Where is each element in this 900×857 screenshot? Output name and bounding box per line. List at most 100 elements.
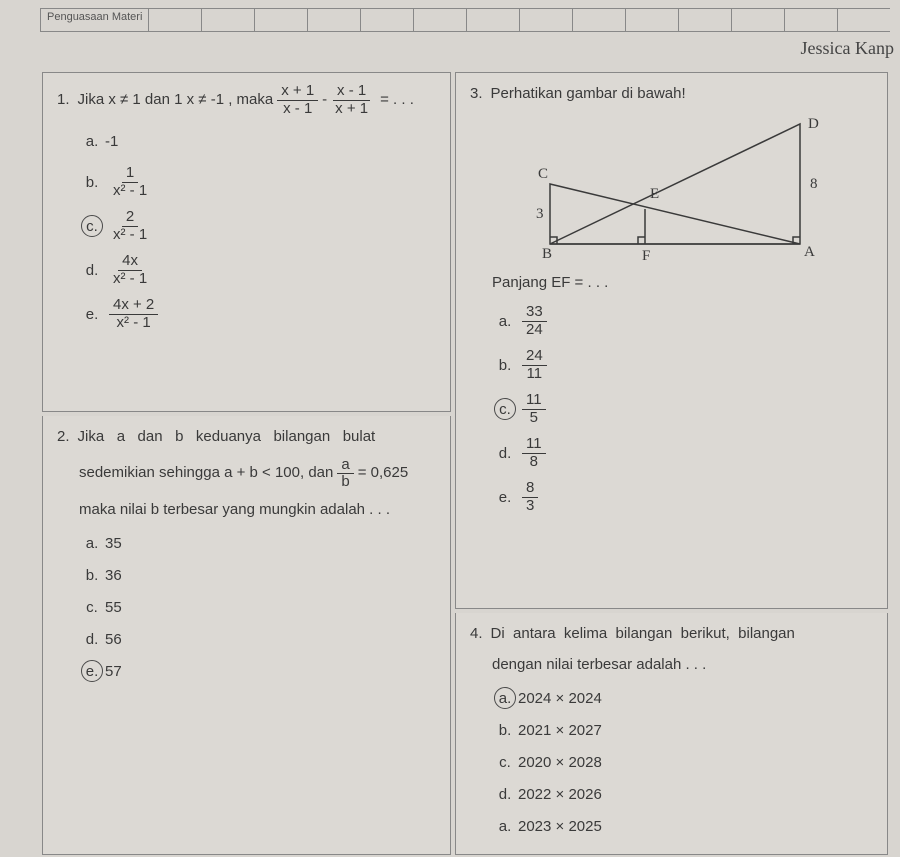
opt-letter: d. (492, 445, 518, 462)
q4-text1: Di antara kelima bilangan berikut, bilan… (491, 623, 795, 646)
opt-num: 2 (122, 209, 138, 227)
header-grid-cell (572, 9, 625, 31)
header-grid-cell (625, 9, 678, 31)
q3-prompt: 3. Perhatikan gambar di bawah! (470, 83, 873, 106)
q1-opt-c: c. 2 x² - 1 (79, 209, 436, 243)
q2-text2a: sedemikian sehingga a + b < 100, dan (79, 462, 333, 485)
q3-title: Perhatikan gambar di bawah! (491, 83, 686, 106)
opt-den: 5 (526, 410, 542, 427)
header-grid-cell (678, 9, 731, 31)
header-grid-cell (784, 9, 837, 31)
q1-options: a. -1 b. 1 x² - 1 c. 2 x² - 1 (79, 127, 436, 331)
opt-text: 35 (105, 535, 122, 552)
circled-answer: a. (494, 687, 516, 709)
label-3: 3 (536, 206, 544, 222)
opt-text: -1 (105, 133, 118, 150)
q1-number: 1. (57, 89, 70, 112)
opt-letter: a. (492, 687, 518, 709)
opt-den: 24 (522, 322, 547, 339)
opt-letter: b. (79, 174, 105, 191)
opt-den: x² - 1 (109, 183, 151, 200)
header-grid-cell (731, 9, 784, 31)
opt-frac: 2 x² - 1 (109, 209, 151, 243)
opt-letter: b. (492, 357, 518, 374)
opt-text: 2023 × 2025 (518, 818, 602, 835)
q2-frac: a b (337, 457, 353, 491)
opt-letter: c. (492, 398, 518, 420)
opt-den: 11 (523, 366, 547, 383)
opt-den: x² - 1 (109, 227, 151, 244)
opt-letter: c. (492, 754, 518, 771)
opt-den: x² - 1 (113, 315, 155, 332)
q4-opt-a: a. 2024 × 2024 (492, 684, 873, 712)
header-grid-cell (466, 9, 519, 31)
q1-tail: = . . . (380, 89, 414, 112)
q4-options: a. 2024 × 2024 b. 2021 × 2027 c. 2020 × … (492, 684, 873, 840)
q2-frac-num: a (337, 457, 353, 475)
opt-num: 1 (122, 165, 138, 183)
question-3: 3. Perhatikan gambar di bawah! (455, 72, 888, 609)
header-grid-cell (254, 9, 307, 31)
opt-letter: b. (79, 567, 105, 584)
q3-number: 3. (470, 83, 483, 106)
opt-frac: 11 8 (522, 436, 546, 470)
opt-text: 2022 × 2026 (518, 786, 602, 803)
opt-text: 2021 × 2027 (518, 722, 602, 739)
opt-num: 4x + 2 (109, 297, 158, 315)
opt-frac: 24 11 (522, 348, 547, 382)
q1-prompt: 1. Jika x ≠ 1 dan 1 x ≠ -1 , maka x + 1 … (57, 83, 436, 117)
header-grid-cell (360, 9, 413, 31)
opt-letter: e. (79, 660, 105, 682)
opt-frac: 11 5 (522, 392, 546, 426)
opt-frac: 4x + 2 x² - 1 (109, 297, 158, 331)
question-4: 4. Di antara kelima bilangan berikut, bi… (455, 613, 888, 855)
q3-opt-a: a. 33 24 (492, 304, 873, 338)
q2-text2b: = 0,625 (358, 462, 408, 485)
opt-letter: d. (492, 786, 518, 803)
q2-line3: maka nilai b terbesar yang mungkin adala… (79, 499, 436, 522)
opt-text: 2020 × 2028 (518, 754, 602, 771)
label-C: C (538, 166, 548, 182)
opt-letter: a. (492, 818, 518, 835)
header-grid-cell (148, 9, 201, 31)
opt-letter: a. (492, 313, 518, 330)
q1-opt-d: d. 4x x² - 1 (79, 253, 436, 287)
header-grid-cell (519, 9, 572, 31)
opt-num: 4x (118, 253, 142, 271)
opt-letter: e. (492, 489, 518, 506)
q2-text3: maka nilai b terbesar yang mungkin adala… (79, 499, 390, 522)
q2-opt-d: d. 56 (79, 625, 436, 653)
q4-number: 4. (470, 623, 483, 646)
opt-num: 11 (522, 436, 546, 454)
q3-opt-d: d. 11 8 (492, 436, 873, 470)
opt-text: 57 (105, 663, 122, 680)
q1-opt-e: e. 4x + 2 x² - 1 (79, 297, 436, 331)
q2-opt-a: a. 35 (79, 529, 436, 557)
label-8: 8 (810, 176, 818, 192)
header-grid-cell (307, 9, 360, 31)
opt-den: 8 (526, 454, 542, 471)
q2-number: 2. (57, 426, 70, 449)
opt-letter: d. (79, 262, 105, 279)
q2-line1: 2. Jika a dan b keduanya bilangan bulat (57, 426, 436, 449)
q2-opt-b: b. 36 (79, 561, 436, 589)
header-label: Penguasaan Materi (40, 9, 148, 31)
q2-options: a. 35 b. 36 c. 55 d. 56 e. (79, 529, 436, 685)
q4-line2: dengan nilai terbesar adalah . . . (492, 654, 873, 677)
q4-opt-c: c. 2020 × 2028 (492, 748, 873, 776)
opt-num: 8 (522, 480, 538, 498)
q1-frac2: x - 1 x + 1 (331, 83, 372, 117)
opt-letter: d. (79, 631, 105, 648)
q1-frac1-den: x - 1 (279, 101, 316, 118)
q2-text1: Jika a dan b keduanya bilangan bulat (78, 426, 376, 449)
opt-den: 3 (522, 498, 538, 515)
q3-subtext: Panjang EF = . . . (492, 272, 873, 295)
q3-figure: C D B F A E 3 8 (510, 114, 873, 264)
q4-line1: 4. Di antara kelima bilangan berikut, bi… (470, 623, 873, 646)
q3-opt-e: e. 8 3 (492, 480, 873, 514)
q1-minus: - (322, 89, 327, 112)
opt-letter: c. (79, 215, 105, 237)
q1-frac1: x + 1 x - 1 (277, 83, 318, 117)
opt-letter: a. (79, 535, 105, 552)
label-A: A (804, 244, 815, 260)
